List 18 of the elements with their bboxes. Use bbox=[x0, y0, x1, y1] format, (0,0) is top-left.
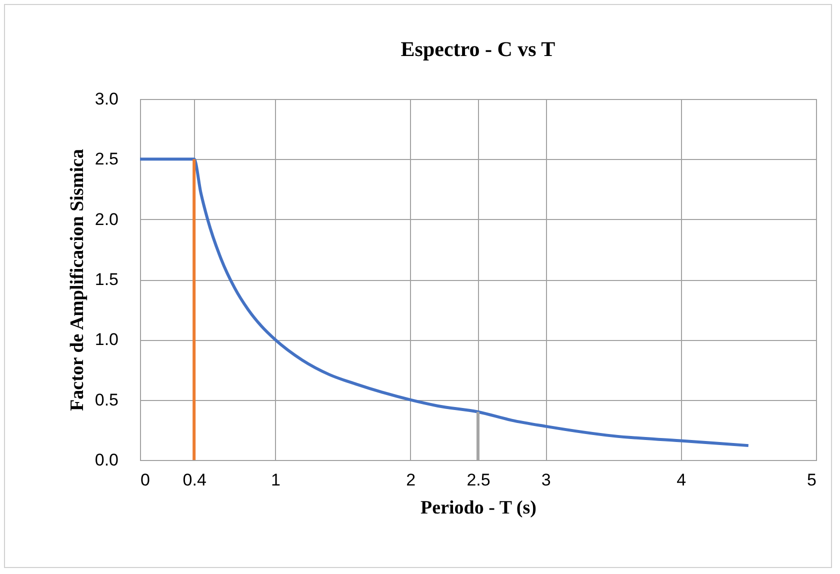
x-tick-label: 0 bbox=[140, 470, 150, 490]
x-tick-label: 3 bbox=[541, 470, 551, 490]
x-tick-label: 2.5 bbox=[466, 470, 490, 490]
x-tick-label: 0.4 bbox=[182, 470, 206, 490]
y-tick-label: 2.0 bbox=[94, 210, 118, 229]
x-tick-label: 4 bbox=[676, 470, 686, 490]
y-tick-label: 0.0 bbox=[94, 450, 118, 470]
y-tick-label: 1.5 bbox=[94, 270, 118, 289]
x-axis-title: Periodo - T (s) bbox=[420, 498, 536, 518]
x-tick-label: 2 bbox=[406, 470, 416, 490]
y-axis-title: Factor de Amplificacion Sismica bbox=[66, 148, 88, 411]
y-tick-label: 1.0 bbox=[94, 330, 118, 350]
x-tick-label: 5 bbox=[807, 470, 816, 490]
chart-title: Espectro - C vs T bbox=[400, 37, 556, 61]
y-tick-label: 3.0 bbox=[94, 90, 118, 108]
x-tick-label: 1 bbox=[270, 470, 280, 490]
y-tick-label: 0.5 bbox=[94, 390, 118, 410]
y-tick-label: 2.5 bbox=[94, 150, 118, 169]
